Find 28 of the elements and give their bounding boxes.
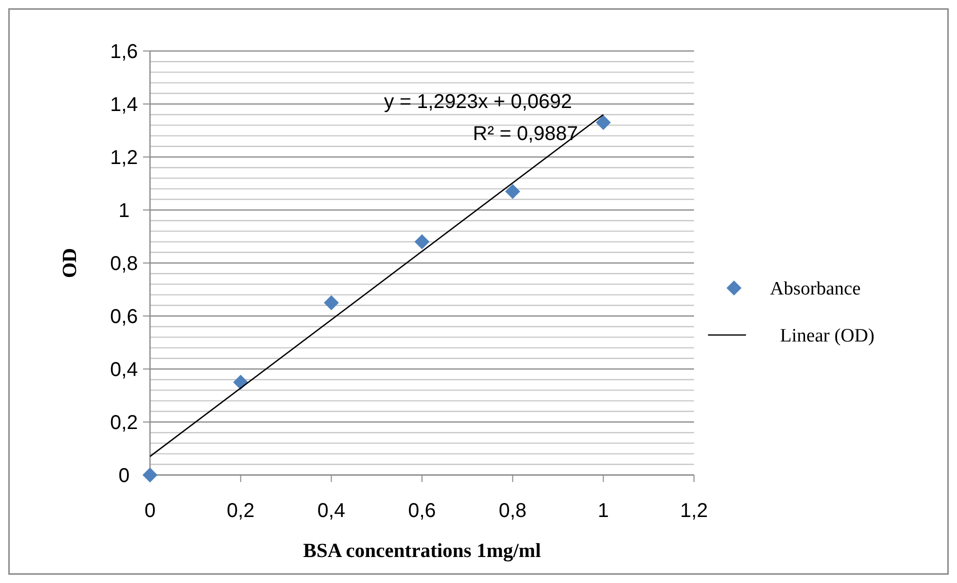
annotation: y = 1,2923x + 0,0692 bbox=[384, 91, 572, 113]
x-axis-title: BSA concentrations 1mg/ml bbox=[303, 540, 542, 562]
point bbox=[324, 295, 339, 310]
y-tick-label: 0,6 bbox=[110, 306, 138, 328]
x-tick-label: 1 bbox=[598, 500, 609, 522]
point bbox=[142, 468, 158, 482]
y-tick-label: 1,6 bbox=[110, 41, 138, 63]
point bbox=[414, 234, 430, 250]
x-tick-label: 0,2 bbox=[226, 500, 255, 522]
point bbox=[505, 184, 520, 199]
x-tick-label: 0,4 bbox=[317, 500, 346, 522]
y-axis-title: OD bbox=[59, 248, 81, 278]
x-tick-label: 0 bbox=[144, 500, 156, 522]
y-tick-label: 0,4 bbox=[110, 359, 138, 381]
legend-label: Absorbance bbox=[770, 278, 861, 300]
point bbox=[596, 115, 611, 130]
y-tick-label: 0 bbox=[118, 465, 130, 487]
y-tick-label: 1,4 bbox=[110, 94, 138, 116]
x-tick-label: 0,6 bbox=[408, 500, 436, 522]
y-tick-label: 1,2 bbox=[110, 147, 138, 169]
y-tick-label: 0,2 bbox=[110, 412, 138, 434]
legend-label: Linear (OD) bbox=[780, 326, 874, 347]
annotation: R² = 0,9887 bbox=[472, 123, 578, 145]
y-tick-label: 0,8 bbox=[110, 253, 138, 275]
x-tick-label: 0,8 bbox=[498, 500, 527, 522]
y-tick-label: 1 bbox=[118, 200, 130, 222]
point bbox=[233, 374, 248, 390]
x-tick-label: 1,2 bbox=[680, 500, 708, 522]
